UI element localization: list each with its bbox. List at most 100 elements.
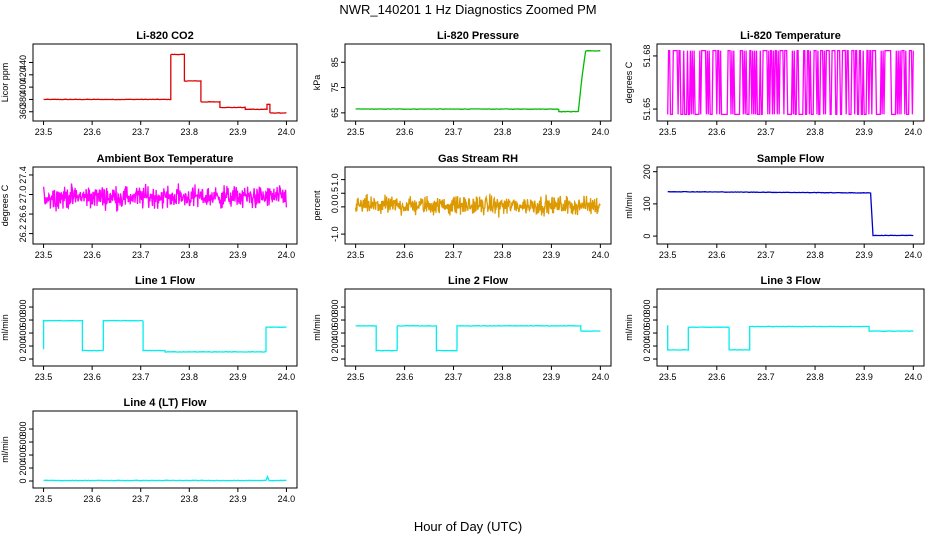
- x-tick-label: 23.9: [855, 127, 873, 137]
- y-tick-label: 0: [642, 357, 652, 362]
- x-tick-label: 23.7: [445, 127, 463, 137]
- x-tick-label: 23.9: [229, 127, 247, 137]
- x-tick-label: 24.0: [278, 250, 296, 260]
- panel-4: Ambient Box Temperature degrees C 23.5 23.6…: [0, 153, 298, 260]
- x-tick-label: 23.9: [855, 250, 873, 260]
- series-line: [43, 474, 287, 482]
- y-tick-label: 1.0: [330, 173, 340, 186]
- y-tick-label: 100: [642, 196, 652, 211]
- x-tick-label: 23.7: [445, 372, 463, 382]
- series-line: [667, 190, 914, 237]
- panel-title: Li-820 Pressure: [437, 30, 519, 42]
- x-tick-label: 24.0: [278, 372, 296, 382]
- y-axis-label: degrees C: [624, 61, 634, 103]
- panel-title: Line 1 Flow: [135, 275, 195, 287]
- x-tick-label: 23.6: [396, 127, 414, 137]
- y-axis-label: Licor ppm: [0, 63, 10, 103]
- series-line: [42, 183, 288, 212]
- figure-title: NWR_140201 1 Hz Diagnostics Zoomed PM: [339, 2, 596, 17]
- y-tick-label: 800: [642, 300, 652, 315]
- panel-8: Line 2 Flow ml/min 23.5 23.6 23.7 23.8 23.9 24.…: [312, 275, 612, 382]
- series-line: [354, 193, 601, 218]
- x-tick-label: 23.5: [347, 372, 365, 382]
- plot-frame: [344, 43, 612, 122]
- y-tick-label: -1.0: [330, 226, 340, 242]
- series-line: [355, 325, 601, 352]
- x-tick-label: 23.5: [35, 250, 53, 260]
- y-tick-label: 51.65: [642, 98, 652, 121]
- y-tick-label: 200: [330, 339, 340, 354]
- panel-1: Li-820 CO2 Licor ppm 23.5 23.6 23.7 23.8 23.9 2…: [0, 30, 298, 137]
- y-axis-label: ml/min: [624, 314, 634, 341]
- y-tick-label: 200: [642, 339, 652, 354]
- x-tick-label: 23.7: [757, 127, 775, 137]
- y-tick-label: 440: [18, 55, 28, 70]
- y-tick-label: 380: [18, 92, 28, 107]
- y-tick-label: 200: [642, 164, 652, 179]
- y-axis-label: ml/min: [624, 192, 634, 219]
- y-tick-label: 0: [18, 479, 28, 484]
- y-tick-label: 75: [330, 83, 340, 93]
- panel-9: Line 3 Flow ml/min 23.5 23.6 23.7 23.8 23.9 24.…: [624, 275, 925, 382]
- x-tick-label: 23.5: [347, 127, 365, 137]
- panel-title: Li-820 CO2: [136, 30, 193, 42]
- y-tick-label: 400: [330, 326, 340, 341]
- panel-5: Gas Stream RH percent 23.5 23.6 23.7 23.8 23.9…: [312, 153, 612, 260]
- series-line: [42, 319, 287, 353]
- y-tick-label: 27.4: [18, 166, 28, 184]
- x-tick-label: 23.5: [659, 372, 677, 382]
- y-tick-label: 200: [18, 339, 28, 354]
- x-tick-label: 23.6: [83, 372, 101, 382]
- x-tick-label: 23.7: [132, 250, 150, 260]
- x-tick-label: 23.9: [229, 372, 247, 382]
- x-tick-label: 23.5: [347, 250, 365, 260]
- y-axis-label: ml/min: [0, 436, 10, 463]
- x-tick-label: 23.7: [757, 250, 775, 260]
- y-axis-label: percent: [312, 190, 322, 221]
- plot-frame: [32, 288, 298, 367]
- y-tick-label: 27.0: [18, 186, 28, 204]
- y-axis-label: kPa: [312, 75, 322, 91]
- x-tick-label: 23.9: [229, 250, 247, 260]
- y-tick-label: 600: [18, 435, 28, 450]
- x-tick-label: 23.6: [396, 250, 414, 260]
- plot-frame: [656, 43, 925, 122]
- y-tick-label: 85: [330, 57, 340, 67]
- panel-title: Line 3 Flow: [761, 275, 821, 287]
- x-tick-label: 23.6: [83, 250, 101, 260]
- x-tick-label: 23.9: [855, 372, 873, 382]
- y-tick-label: 420: [18, 67, 28, 82]
- panel-title: Sample Flow: [757, 153, 825, 165]
- panel-title: Li-820 Temperature: [740, 30, 841, 42]
- y-tick-label: 800: [18, 300, 28, 315]
- plot-frame: [656, 288, 925, 367]
- x-tick-label: 24.0: [278, 127, 296, 137]
- y-axis-label: ml/min: [0, 314, 10, 341]
- x-tick-label: 23.9: [543, 250, 561, 260]
- y-tick-label: 0: [330, 357, 340, 362]
- x-tick-label: 23.6: [396, 372, 414, 382]
- x-tick-label: 23.5: [35, 372, 53, 382]
- x-tick-label: 23.8: [181, 494, 199, 504]
- y-tick-label: 51.68: [642, 45, 652, 68]
- plot-frame: [32, 410, 298, 489]
- x-tick-label: 23.6: [708, 372, 726, 382]
- panel-title: Ambient Box Temperature: [97, 153, 234, 165]
- y-tick-label: 800: [18, 422, 28, 437]
- x-tick-label: 23.5: [35, 494, 53, 504]
- y-tick-label: 400: [18, 448, 28, 463]
- series-line: [43, 53, 287, 114]
- y-tick-label: 0: [18, 357, 28, 362]
- x-tick-label: 24.0: [905, 372, 923, 382]
- x-tick-label: 23.5: [659, 250, 677, 260]
- x-tick-label: 23.6: [83, 127, 101, 137]
- x-tick-label: 23.7: [132, 372, 150, 382]
- x-tick-label: 23.7: [757, 372, 775, 382]
- x-tick-label: 24.0: [278, 494, 296, 504]
- y-tick-label: 0.0: [330, 201, 340, 214]
- series-line: [355, 50, 601, 113]
- plot-frame: [656, 166, 925, 245]
- x-tick-label: 23.8: [181, 127, 199, 137]
- y-tick-label: 0: [642, 234, 652, 239]
